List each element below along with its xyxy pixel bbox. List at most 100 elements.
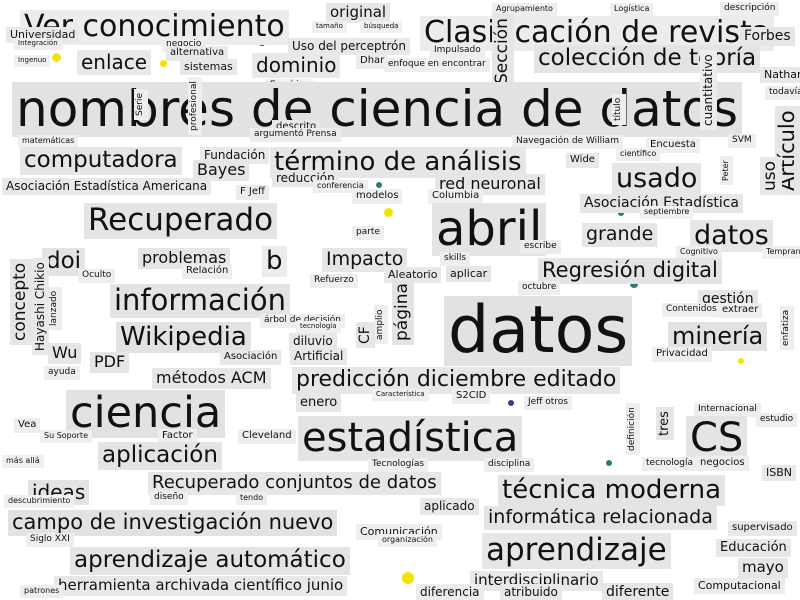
word-isbn: ISBN [762,465,797,481]
decorative-dot [618,210,624,216]
word-cientifico: científico [616,148,661,161]
word-diferencia: diferencia [416,584,484,600]
word-svm: SVM [728,134,756,148]
word-aplicado: aplicado [420,498,479,515]
word-tres: tres [656,407,674,440]
word-metodos-acm: métodos ACM [152,368,271,389]
word-definicion: definición [626,403,640,455]
word-caracteristica: Característica [372,389,429,401]
word-factor: Factor [158,429,197,444]
word-siglo-xxi: Siglo XXI [26,533,74,547]
word-negocios: negocios [696,456,749,471]
word-f-jeff: F Jeff [236,185,269,200]
word-dominio: dominio [252,53,341,78]
word-privacidad: Privacidad [652,347,712,362]
word-prediccion-diciembre-editado: predicción diciembre editado [292,367,621,394]
word-peter: Peter [720,156,733,185]
word-problemas: problemas [138,248,231,269]
word-tendo: tendo [236,492,268,505]
word-campo-de-investigacion-nuevo: campo de investigación nuevo [8,510,338,536]
decorative-dot [508,400,514,406]
word-asociacion: Asociación [220,350,282,365]
word-s2cid: S2CID [452,389,491,404]
word-forbes: Forbes [740,27,795,46]
word-herramienta-archivada-cientifico-junio: herramienta archivada científico junio [54,576,348,596]
word-ayuda: ayuda [44,366,80,380]
word-aprendizaje: aprendizaje [482,533,671,569]
word-fundacion: Fundación [200,147,270,164]
word-organizacion: organización [378,534,438,547]
word-busqueda: búsqueda [360,21,403,33]
word-cf: CF [356,322,375,348]
word-cuantitativo: cuantitativo [700,50,717,130]
word-informatica-relacionada: informática relacionada [484,506,717,530]
word-extraer: extraer [718,303,763,318]
word-informacion: información [110,284,290,318]
word-alternativa: alternativa [166,46,229,61]
word-refuerzo: Refuerzo [310,274,358,288]
word-diferente: diferente [602,583,674,600]
decorative-dot [402,572,414,584]
word-jeff-otros: Jeff otros [524,396,572,410]
word-educacion: Educación [716,539,791,557]
word-septiembre: septiembre [640,206,694,219]
decorative-dot [606,460,612,466]
word-supervisado: supervisado [728,521,797,536]
word-recuperado: Recuperado [84,203,278,239]
word-diluvio: diluvio [289,333,337,350]
word-tamano: tamaño [312,21,347,33]
word-bayes: Bayes [193,160,250,181]
word-agrupamiento: Agrupamiento [492,3,557,16]
word-artificial: Artificial [290,348,348,365]
word-integracion: Integración [14,38,62,50]
word-hayashi-chikio: Hayashi Chikio [32,258,49,355]
decorative-dot [160,60,167,67]
word-doi: doi [42,248,86,276]
word-temprano: Temprano [762,246,800,259]
word-usado: usado [612,163,702,195]
word-enlace: enlace [77,50,152,75]
word-asociacion-estadistica: Asociación Estadística [580,194,744,213]
word-mayo: mayo [738,558,788,578]
word-patrones: patrones [20,585,64,598]
decorative-dot [376,182,382,188]
word-matematicas: matemáticas [18,135,79,148]
word-uso: uso [760,156,782,195]
word-disciplina: disciplina [484,458,535,472]
word-navegacion-de-william: Navegación de William [512,135,623,149]
word-enfoque-en-encontrar: enfoque en encontrar [384,58,490,72]
word-tecnologias: Tecnologías [368,458,429,472]
word-pagina: página [392,279,414,345]
word-estudio: estudio [756,413,798,427]
word-aplicacion: aplicación [98,442,222,470]
word-vea: Vea [14,418,41,433]
word-wu: Wu [48,343,82,364]
word-aleatorio: Aleatorio [384,267,442,283]
word-nombres-de-ciencia-de-datos: nombres de ciencia de datos [12,82,743,137]
word-cleveland: Cleveland [238,429,296,444]
word-grande: grande [582,223,658,247]
word-lanzado: lanzado [48,286,62,330]
word-cognitivo: Cognitivo [676,246,722,259]
word-estadistica: estadística [298,416,523,461]
word-diseno: diseño [150,491,188,505]
word-mineria: minería [668,322,768,351]
word-argumento-prensa: argumentó Prensa [250,128,341,142]
word-tecnologia: tecnología [642,457,697,471]
word-ciencia: ciencia [66,390,226,438]
word-pdf: PDF [90,352,130,373]
decorative-dot [630,280,638,288]
word-seccion: Sección [492,14,514,88]
word-sistemas: sistemas [180,59,237,75]
word-dhar: Dhar [356,54,389,69]
word-amplio: amplio [374,305,388,344]
word-descripcion: descripción [720,2,780,16]
word-recuperado-conjuntos-de-datos: Recuperado conjuntos de datos [148,472,441,495]
word-titulo: título [612,93,626,125]
word-oculto: Oculto [78,269,116,283]
word-aplicar: aplicar [446,266,492,282]
word-todavia: todavía [765,86,800,100]
word-uso-del-perceptron: Uso del perceptrón [288,38,410,55]
decorative-dot [52,53,61,62]
